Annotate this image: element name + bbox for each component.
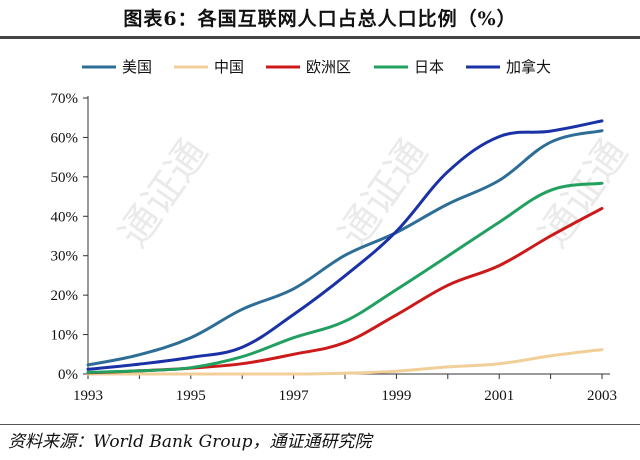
legend-label: 美国 [122,58,152,76]
y-tick-label: 10% [51,328,79,344]
y-tick-label: 60% [51,130,79,146]
y-tick-label: 70% [51,91,79,107]
series-lines [86,119,604,376]
series-line [86,129,604,367]
x-tick-label: 2003 [587,388,617,404]
legend: 美国 中国 欧洲区 日本 加拿大 [82,58,551,76]
legend-label: 中国 [214,58,244,76]
x-tick-label: 2001 [484,388,514,404]
chart-title: 图表6：各国互联网人口占总人口比例（%） [123,8,517,30]
y-tick-label: 20% [51,288,79,304]
legend-label: 加拿大 [506,58,551,76]
x-tick-label: 1997 [279,388,310,404]
x-tick-label: 1993 [73,388,103,404]
source-divider [0,424,640,425]
y-tick-label: 40% [51,209,79,225]
watermark-text: 通证通 [111,131,218,256]
source-note: 资料来源：World Bank Group，通证通研究院 [8,432,372,452]
x-axis: 1993 1995 1997 1999 2001 2003 [73,373,617,404]
x-tick-label: 1999 [381,388,411,404]
legend-label: 日本 [414,58,444,76]
legend-label: 欧洲区 [306,58,351,76]
line-chart: 通证通 通证通 通证通 美国 中国 欧洲区 日本 加拿大 0%10%20%30%40%5… [51,58,638,404]
series-line [86,181,604,374]
y-tick-label: 50% [51,170,79,186]
title-divider [0,36,640,39]
series-line [86,348,604,376]
y-tick-label: 0% [58,367,78,383]
y-tick-label: 30% [51,249,79,265]
y-axis: 0% 10% 20% 30% 40% 50% 60% 70% [51,91,89,383]
series-line [86,119,604,371]
x-tick-label: 1995 [176,388,206,404]
